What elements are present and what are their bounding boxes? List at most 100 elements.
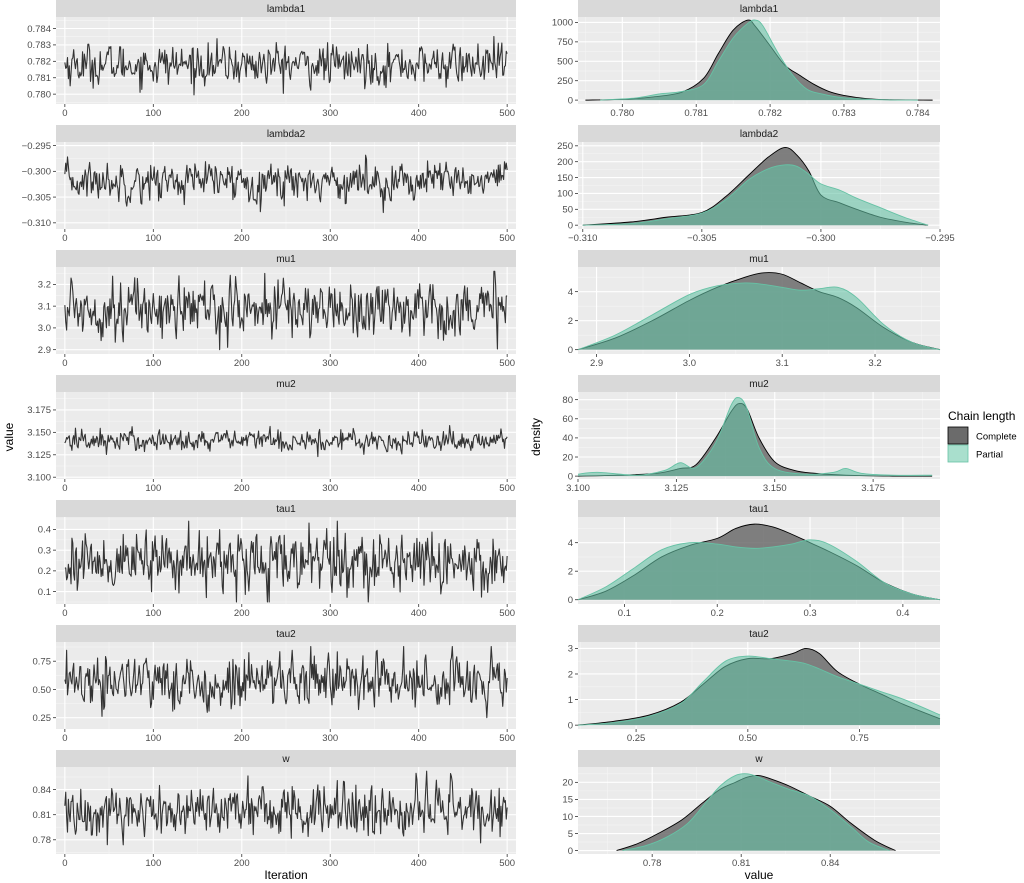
- density-panel-mu1: mu1 2.9 3.0 3.1 3.2 0 2 4: [568, 250, 941, 369]
- strip-background: [56, 125, 516, 142]
- trace-panel-w: w 0 100 200 300 400 500 0.78 0.81 0.84: [33, 750, 516, 869]
- y-tick-label: 0.78: [33, 835, 52, 846]
- strip-label: lambda1: [267, 4, 306, 15]
- density-outline-partial-mu2: [577, 396, 933, 476]
- y-tick-label: 0.781: [27, 73, 51, 84]
- y-tick-label: 2.9: [38, 345, 51, 356]
- x-tick-label: 0.75: [850, 733, 869, 744]
- x-tick-label: 100: [145, 608, 161, 619]
- y-tick-label: 15: [562, 795, 573, 806]
- density-area-partial-tau2: [578, 656, 940, 726]
- x-tick-label: 3.0: [683, 358, 696, 369]
- x-tick-label: 300: [322, 108, 338, 119]
- y-tick-label: 500: [557, 57, 573, 68]
- trace-line-lambda1: [64, 36, 508, 96]
- y-tick-label: 0.50: [33, 685, 52, 696]
- density-area-partial-lambda2: [582, 164, 929, 226]
- trace-line-tau1: [64, 520, 508, 603]
- y-tick-label: 1: [568, 695, 573, 706]
- x-tick-label: 0.2: [711, 608, 724, 619]
- x-tick-label: 0.84: [821, 858, 840, 869]
- trace-line-w: [64, 770, 508, 846]
- x-tick-label: 500: [499, 858, 515, 869]
- density-outline-partial-lambda2: [582, 164, 929, 226]
- legend-key-partial: [947, 444, 969, 463]
- y-tick-label: 100: [557, 189, 573, 200]
- y-tick-label: 60: [562, 414, 573, 425]
- y-tick-label: 3.100: [27, 473, 51, 484]
- y-axis-title-density: density: [529, 418, 543, 456]
- y-tick-label: 0.84: [33, 785, 52, 796]
- strip-background: [578, 750, 940, 767]
- y-axis-title-trace: value: [2, 422, 16, 451]
- x-tick-label: 200: [234, 358, 250, 369]
- density-panel-tau1: tau1 0.1 0.2 0.3 0.4 0 2 4: [568, 500, 941, 619]
- y-tick-label: 4: [568, 287, 573, 298]
- x-tick-label: 0: [62, 358, 67, 369]
- x-tick-label: 100: [145, 733, 161, 744]
- y-tick-label: 2: [568, 316, 573, 327]
- x-tick-label: 100: [145, 358, 161, 369]
- y-tick-label: 0: [568, 846, 573, 857]
- y-tick-label: 0: [568, 720, 573, 731]
- trace-panel-tau2: tau2 0 100 200 300 400 500 0.25 0.50 0.75: [33, 625, 516, 744]
- y-tick-label: 0.783: [27, 40, 51, 51]
- y-tick-label: 5: [568, 829, 573, 840]
- y-tick-label: 0.784: [27, 24, 51, 35]
- x-tick-label: 3.100: [566, 483, 590, 494]
- y-tick-label: 0.3: [38, 545, 51, 556]
- x-tick-label: 0: [62, 108, 67, 119]
- strip-label: tau1: [276, 504, 296, 515]
- trace-line-mu1: [64, 270, 508, 351]
- trace-panel-mu1: mu1 0 100 200 300 400 500 2.9 3.0 3.1 3.2: [38, 250, 516, 369]
- x-tick-label: 200: [234, 108, 250, 119]
- strip-label: w: [754, 754, 763, 765]
- y-tick-label: 3.0: [38, 323, 51, 334]
- x-tick-label: 500: [499, 733, 515, 744]
- trace-line-lambda2: [64, 154, 508, 214]
- strip-background: [578, 125, 940, 142]
- y-tick-label: 3.1: [38, 301, 51, 312]
- x-tick-label: 3.125: [664, 483, 688, 494]
- y-tick-label: 20: [562, 452, 573, 463]
- y-tick-label: 0.4: [38, 525, 51, 536]
- strip-label: lambda2: [740, 129, 779, 140]
- strip-background: [578, 500, 940, 517]
- density-area-partial-lambda1: [600, 19, 918, 101]
- strip-label: tau1: [749, 504, 769, 515]
- y-tick-label: 20: [562, 778, 573, 789]
- x-tick-label: 500: [499, 233, 515, 244]
- trace-panel-mu2: mu2 0 100 200 300 400 500 3.100 3.125 3.150 3.175: [27, 375, 516, 494]
- x-axis-title-trace: Iteration: [264, 868, 307, 882]
- x-tick-label: 0.780: [610, 108, 634, 119]
- y-tick-label: −0.305: [22, 192, 51, 203]
- strip-background: [56, 750, 516, 767]
- strip-label: mu2: [276, 379, 296, 390]
- x-tick-label: 0.4: [896, 608, 909, 619]
- x-tick-label: 0.78: [643, 858, 662, 869]
- y-tick-label: 80: [562, 395, 573, 406]
- density-panel-lambda2: lambda2 −0.310 −0.305 −0.300 −0.295 0 50 100 150…: [557, 125, 955, 244]
- y-tick-label: 0: [568, 345, 573, 356]
- strip-background: [578, 375, 940, 392]
- y-tick-label: 0.1: [38, 587, 51, 598]
- trace-panel-lambda2: lambda2 0 100 200 300 400 500 −0.310 −0.305 −0.30…: [22, 125, 516, 244]
- x-tick-label: 100: [145, 858, 161, 869]
- legend-key-complete: [947, 426, 969, 445]
- density-outline-partial-tau1: [577, 539, 941, 601]
- strip-background: [56, 250, 516, 267]
- trace-panel-lambda1: lambda1 0 100 200 300 400 500 0.780 0.781 0.782 0.…: [27, 0, 516, 119]
- y-tick-label: 750: [557, 37, 573, 48]
- x-tick-label: 400: [411, 608, 427, 619]
- y-tick-label: 0: [568, 95, 573, 106]
- x-tick-label: 0.25: [627, 733, 646, 744]
- y-tick-label: 40: [562, 433, 573, 444]
- strip-background: [578, 250, 940, 267]
- x-tick-label: 400: [411, 483, 427, 494]
- strip-label: lambda2: [267, 129, 306, 140]
- strip-label: tau2: [276, 629, 296, 640]
- x-tick-label: 400: [411, 108, 427, 119]
- x-tick-label: 0: [62, 608, 67, 619]
- y-tick-label: −0.300: [22, 167, 51, 178]
- x-tick-label: 0: [62, 733, 67, 744]
